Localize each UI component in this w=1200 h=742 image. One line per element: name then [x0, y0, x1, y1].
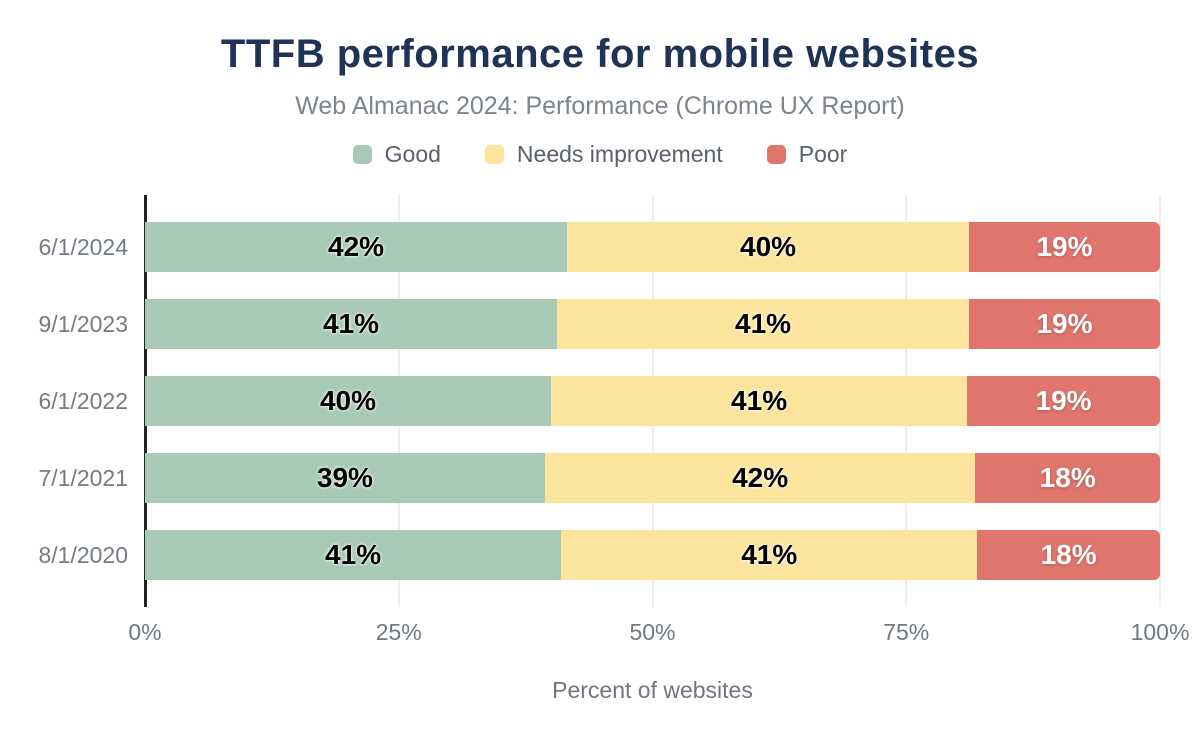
bar-segment-needs-improvement: 41% — [557, 299, 970, 349]
legend-label: Poor — [798, 141, 848, 167]
x-tick-50: 50% — [629, 619, 676, 645]
gridline-100 — [1159, 195, 1161, 607]
legend: Good Needs improvement Poor — [0, 141, 1200, 168]
bar-segment-good: 41% — [145, 530, 562, 580]
bar-segment-good: 39% — [145, 453, 545, 503]
bar-segment-poor: 18% — [977, 530, 1160, 580]
bar-segment-needs-improvement: 41% — [561, 530, 978, 580]
x-tick-0: 0% — [128, 619, 162, 645]
legend-item-0: Good — [352, 141, 441, 168]
bar-value-label: 18% — [1040, 539, 1097, 570]
category-label: 6/1/2022 — [38, 388, 128, 414]
bar-segment-poor: 19% — [969, 222, 1160, 272]
bar-value-label: 41% — [325, 539, 382, 570]
bar-row: 6/1/2022 40% 41% 19% — [38, 376, 1160, 426]
bar-segment-poor: 18% — [975, 453, 1160, 503]
bar-value-label: 41% — [735, 308, 792, 339]
legend-item-2: Poor — [766, 141, 848, 168]
bar-segment-needs-improvement: 41% — [551, 376, 968, 426]
legend-swatch-icon — [484, 145, 504, 164]
chart-subtitle: Web Almanac 2024: Performance (Chrome UX… — [295, 92, 905, 120]
bar-row: 6/1/2024 42% 40% 19% — [38, 222, 1160, 272]
bar-row: 7/1/2021 39% 42% 18% — [38, 453, 1160, 503]
bar-segment-poor: 19% — [969, 299, 1160, 349]
category-label: 6/1/2024 — [38, 234, 128, 260]
legend-label: Good — [384, 141, 441, 167]
bar-value-label: 42% — [328, 231, 385, 262]
x-tick-75: 75% — [883, 619, 930, 645]
chart-title: TTFB performance for mobile websites — [220, 32, 980, 76]
bar-value-label: 39% — [316, 462, 373, 493]
x-axis-label: Percent of websites — [552, 677, 753, 703]
bar-value-label: 41% — [731, 385, 788, 416]
legend-item-1: Needs improvement — [484, 141, 723, 168]
bar-segment-poor: 19% — [967, 376, 1160, 426]
legend-swatch-icon — [766, 145, 786, 164]
bar-value-label: 19% — [1036, 231, 1093, 262]
bar-row: 8/1/2020 41% 41% 18% — [38, 530, 1160, 580]
category-label: 7/1/2021 — [38, 465, 128, 491]
bar-value-label: 41% — [741, 539, 798, 570]
bar-value-label: 19% — [1035, 385, 1092, 416]
bar-segment-needs-improvement: 42% — [544, 453, 976, 503]
x-tick-25: 25% — [375, 619, 422, 645]
category-label: 8/1/2020 — [38, 542, 128, 568]
bar-value-label: 40% — [740, 231, 797, 262]
bar-value-label: 40% — [319, 385, 377, 416]
category-label: 9/1/2023 — [38, 311, 128, 337]
bar-row: 9/1/2023 41% 41% 19% — [38, 299, 1160, 349]
plot-area: Percent of websites 6/1/2024 42% 40% 19% 9/1… — [38, 195, 1189, 703]
bar-segment-good: 41% — [145, 299, 558, 349]
bar-segment-good: 40% — [145, 376, 551, 426]
x-tick-100: 100% — [1130, 619, 1190, 645]
legend-label: Needs improvement — [516, 141, 723, 167]
bar-value-label: 41% — [322, 308, 380, 339]
legend-swatch-icon — [352, 145, 372, 164]
bar-value-label: 42% — [732, 462, 789, 493]
bar-segment-good: 42% — [145, 222, 568, 272]
bar-segment-needs-improvement: 40% — [567, 222, 970, 272]
bar-value-label: 18% — [1039, 462, 1096, 493]
bar-value-label: 19% — [1036, 308, 1093, 339]
